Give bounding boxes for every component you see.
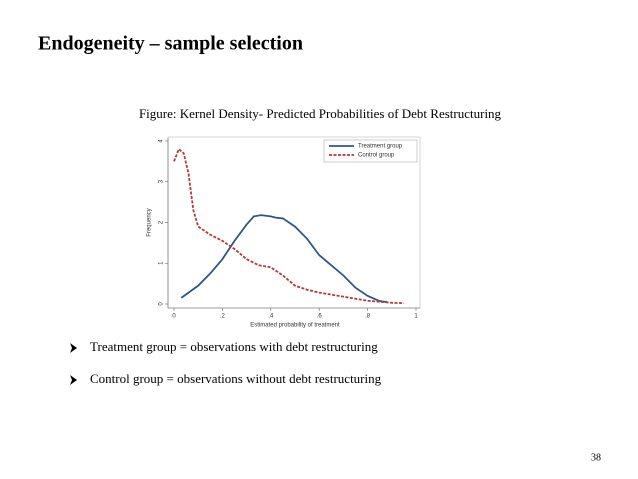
y-tick-label: 3 xyxy=(159,179,165,183)
bullet-arrow xyxy=(70,343,77,353)
y-tick-label: 0 xyxy=(159,302,165,306)
page-number: 38 xyxy=(591,452,601,463)
bullet-arrow xyxy=(70,375,77,385)
x-tick-label: 0 xyxy=(172,314,176,320)
y-tick-label: 2 xyxy=(159,220,165,224)
series-line xyxy=(173,147,404,305)
x-tick-label: .2 xyxy=(220,314,226,320)
x-tick-label: .8 xyxy=(365,314,371,320)
figure-caption: Figure: Kernel Density- Predicted Probab… xyxy=(139,106,502,121)
bullet: Treatment group = observations with debt… xyxy=(90,339,378,354)
x-tick-label: 1 xyxy=(414,314,418,320)
series-line xyxy=(180,214,388,303)
legend-label: Treatment group xyxy=(358,144,403,150)
x-tick-label: .6 xyxy=(317,314,323,320)
y-tick-label: 4 xyxy=(159,139,165,143)
x-axis-label: Estimated probability of treatment xyxy=(250,323,340,329)
slide-title: Endogeneity – sample selection xyxy=(38,33,303,55)
x-tick-label: .4 xyxy=(268,314,274,320)
y-tick-label: 1 xyxy=(159,261,165,265)
y-axis-label: Frequency xyxy=(147,208,153,236)
legend-label: Control group xyxy=(358,153,395,159)
bullet: Control group = observations without deb… xyxy=(90,371,382,386)
